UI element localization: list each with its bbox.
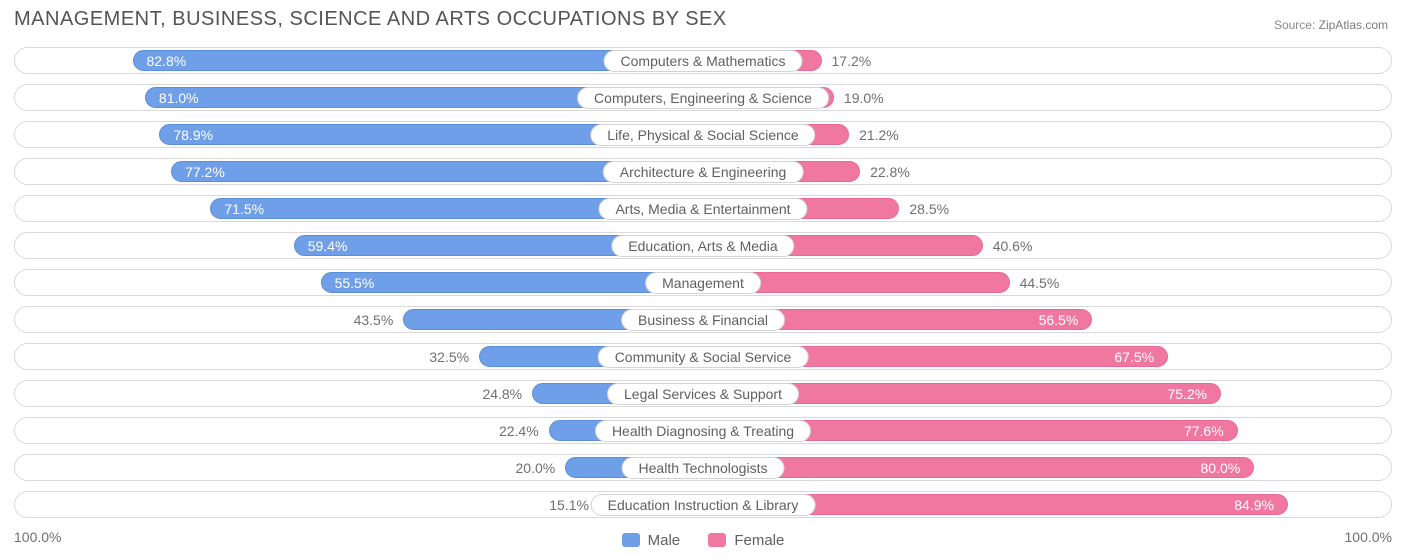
legend-item-female: Female — [708, 532, 784, 549]
pct-female: 28.5% — [909, 201, 949, 217]
chart-row: 24.8% 75.2% Legal Services & Support — [14, 377, 1392, 410]
row-category-label: Business & Financial — [621, 309, 785, 331]
pct-female: 80.0% — [1201, 460, 1241, 476]
row-half-female: 44.5% — [703, 266, 1392, 299]
source-value: ZipAtlas.com — [1319, 18, 1388, 32]
row-category-label: Legal Services & Support — [607, 383, 799, 405]
pct-male: 82.8% — [147, 53, 187, 69]
row-half-female: 22.8% — [703, 155, 1392, 188]
chart-row: 59.4% 40.6% Education, Arts & Media — [14, 229, 1392, 262]
chart-row: 71.5% 28.5% Arts, Media & Entertainment — [14, 192, 1392, 225]
row-half-male: 77.2% — [14, 155, 703, 188]
row-half-female: 80.0% — [703, 451, 1392, 484]
row-category-label: Architecture & Engineering — [603, 161, 804, 183]
pct-male: 77.2% — [185, 164, 225, 180]
row-category-label: Arts, Media & Entertainment — [598, 198, 807, 220]
pct-male: 78.9% — [173, 127, 213, 143]
pct-female: 17.2% — [832, 53, 872, 69]
row-half-female: 17.2% — [703, 44, 1392, 77]
row-half-female: 56.5% — [703, 303, 1392, 336]
pct-female: 21.2% — [859, 127, 899, 143]
row-half-male: 82.8% — [14, 44, 703, 77]
chart-row: 55.5% 44.5% Management — [14, 266, 1392, 299]
chart-row: 78.9% 21.2% Life, Physical & Social Scienc… — [14, 118, 1392, 151]
row-half-male: 43.5% — [14, 303, 703, 336]
pct-female: 56.5% — [1039, 312, 1079, 328]
legend: Male Female — [0, 532, 1406, 552]
row-category-label: Computers, Engineering & Science — [577, 87, 829, 109]
row-half-female: 75.2% — [703, 377, 1392, 410]
pct-female: 22.8% — [870, 164, 910, 180]
legend-label-female: Female — [734, 532, 784, 549]
row-category-label: Management — [645, 272, 761, 294]
row-category-label: Life, Physical & Social Science — [590, 124, 815, 146]
pct-female: 75.2% — [1167, 386, 1207, 402]
pct-male: 59.4% — [308, 238, 348, 254]
row-half-female: 40.6% — [703, 229, 1392, 262]
pct-female: 67.5% — [1114, 349, 1154, 365]
row-half-male: 55.5% — [14, 266, 703, 299]
chart-row: 81.0% 19.0% Computers, Engineering & Scien… — [14, 81, 1392, 114]
legend-swatch-male — [622, 533, 640, 547]
pct-female: 44.5% — [1020, 275, 1060, 291]
legend-label-male: Male — [648, 532, 681, 549]
chart-row: 22.4% 77.6% Health Diagnosing & Treating — [14, 414, 1392, 447]
legend-swatch-female — [708, 533, 726, 547]
pct-male: 71.5% — [224, 201, 264, 217]
chart-row: 82.8% 17.2% Computers & Mathematics — [14, 44, 1392, 77]
chart-row: 20.0% 80.0% Health Technologists — [14, 451, 1392, 484]
chart-row: 32.5% 67.5% Community & Social Service — [14, 340, 1392, 373]
bar-female — [703, 457, 1254, 478]
row-half-male: 59.4% — [14, 229, 703, 262]
pct-female: 40.6% — [993, 238, 1033, 254]
pct-male: 24.8% — [482, 386, 522, 402]
pct-male: 22.4% — [499, 423, 539, 439]
pct-male: 15.1% — [549, 497, 589, 513]
pct-male: 55.5% — [335, 275, 375, 291]
chart-title: MANAGEMENT, BUSINESS, SCIENCE AND ARTS O… — [14, 8, 727, 31]
pct-female: 84.9% — [1234, 497, 1274, 513]
pct-male: 32.5% — [429, 349, 469, 365]
row-category-label: Computers & Mathematics — [604, 50, 803, 72]
source-label: Source: — [1274, 18, 1315, 32]
pct-male: 20.0% — [516, 460, 556, 476]
row-category-label: Health Technologists — [622, 457, 785, 479]
row-category-label: Education Instruction & Library — [591, 494, 816, 516]
chart-row: 15.1% 84.9% Education Instruction & Librar… — [14, 488, 1392, 521]
pct-male: 43.5% — [354, 312, 394, 328]
row-category-label: Education, Arts & Media — [611, 235, 794, 257]
row-half-male: 24.8% — [14, 377, 703, 410]
pct-male: 81.0% — [159, 90, 199, 106]
row-category-label: Health Diagnosing & Treating — [595, 420, 811, 442]
legend-item-male: Male — [622, 532, 681, 549]
chart-row: 43.5% 56.5% Business & Financial — [14, 303, 1392, 336]
row-category-label: Community & Social Service — [598, 346, 809, 368]
pct-female: 77.6% — [1184, 423, 1224, 439]
source-attribution: Source: ZipAtlas.com — [1274, 18, 1388, 32]
pct-female: 19.0% — [844, 90, 884, 106]
diverging-bar-chart: 82.8% 17.2% Computers & Mathematics 81.0% 19… — [14, 44, 1392, 509]
chart-row: 77.2% 22.8% Architecture & Engineering — [14, 155, 1392, 188]
row-half-male: 20.0% — [14, 451, 703, 484]
